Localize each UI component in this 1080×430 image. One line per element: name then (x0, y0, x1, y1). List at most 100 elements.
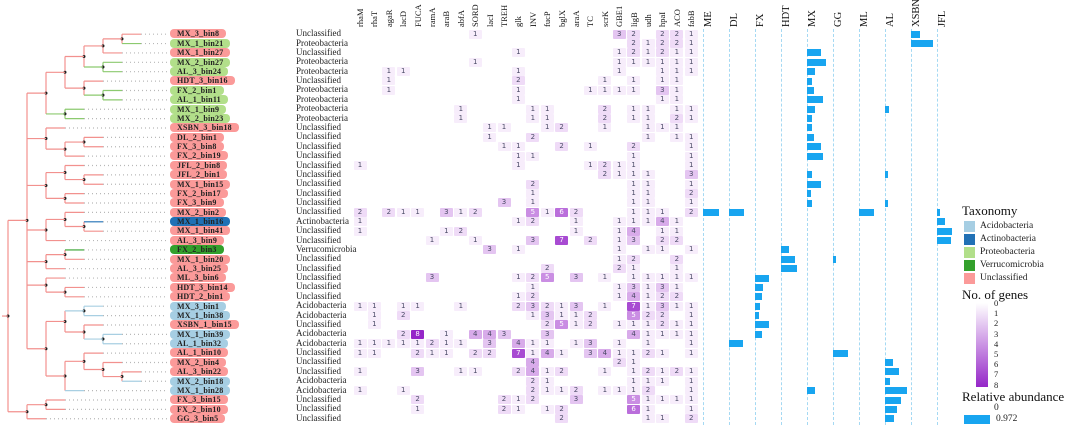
heatmap-cell: 1 (612, 282, 626, 292)
gene-column-header: fucP (542, 11, 553, 27)
bin-label: AL_3_bin24 (170, 67, 229, 76)
heatmap-cell: 2 (468, 348, 482, 358)
heatmap-cell: 1 (655, 57, 669, 67)
heatmap-cell: 1 (655, 348, 669, 358)
heatmap-cell: 2 (598, 160, 612, 170)
abundance-bar (807, 105, 816, 113)
gene-column-header: FUCA (412, 4, 423, 27)
bin-label: MX_1_bin39 (170, 329, 231, 339)
heatmap-cell: 2 (526, 386, 540, 396)
heatmap-cell: 5 (627, 395, 641, 405)
legend-genes-gradient (976, 303, 988, 387)
bin-label: MX_3_bin1 (170, 301, 227, 311)
heatmap-cell: 1 (684, 67, 698, 77)
heatmap-cell: 1 (641, 301, 655, 311)
heatmap-cell: 1 (684, 339, 698, 349)
bin-label: MX_1_bin15 (170, 179, 231, 189)
heatmap-cell: 1 (627, 376, 641, 386)
site-column-header: GG (833, 11, 844, 27)
taxonomy-swatch-label: Unclassified (980, 273, 1028, 283)
taxonomy-label: Unclassified (296, 253, 341, 264)
heatmap-cell: 1 (598, 76, 612, 86)
heatmap-cell: 2 (583, 320, 597, 330)
heatmap-cell: 1 (396, 67, 410, 77)
taxonomy-label: Unclassified (296, 347, 341, 358)
abundance-bar (781, 255, 795, 263)
abundance-bar (807, 199, 813, 207)
heatmap-cell: 1 (540, 114, 554, 123)
taxonomy-label: Acidobacteria (296, 337, 347, 348)
taxonomy-label: Proteobacteria (296, 37, 348, 48)
heatmap-cell: 2 (641, 386, 655, 396)
heatmap-cell: 2 (684, 207, 698, 217)
bin-label: HDT_3_bin14 (170, 282, 235, 292)
heatmap-cell: 1 (353, 386, 367, 396)
heatmap-cell: 1 (454, 301, 468, 311)
heatmap-cell: 1 (641, 376, 655, 386)
heatmap-cell: 7 (555, 235, 569, 245)
heatmap-cell: 5 (627, 310, 641, 320)
heatmap-cell: 3 (627, 282, 641, 292)
heatmap-cell: 1 (526, 189, 540, 199)
gene-column-header: TREH (499, 4, 509, 27)
heatmap-cell: 1 (627, 207, 641, 217)
heatmap-cell: 1 (655, 226, 669, 236)
heatmap-cell: 1 (526, 104, 540, 114)
heatmap-cell: 5 (555, 320, 569, 330)
site-baseline (911, 29, 912, 425)
heatmap-cell: 1 (684, 114, 698, 123)
heatmap-cell: 1 (555, 310, 569, 320)
genes-scale-tick: 1 (994, 308, 999, 319)
abundance-bar (781, 246, 790, 254)
heatmap-cell: 1 (612, 57, 626, 67)
heatmap-cell: 1 (526, 310, 540, 320)
taxonomy-label: Actinobacteria (296, 215, 349, 226)
heatmap-cell: 1 (540, 104, 554, 114)
heatmap-cell: 1 (411, 301, 425, 311)
heatmap-cell: 1 (526, 348, 540, 358)
heatmap-cell: 2 (627, 38, 641, 48)
heatmap-cell: 2 (526, 376, 540, 386)
gene-column-header: SORD (470, 4, 481, 27)
taxonomy-label: Unclassified (296, 197, 341, 208)
taxonomy-label: Acidobacteria (296, 375, 347, 386)
heatmap-cell: 4 (598, 348, 612, 358)
heatmap-cell: 1 (641, 404, 655, 414)
heatmap-cell: 1 (468, 29, 482, 39)
taxonomy-swatch-label: Proteobacteria (980, 247, 1035, 257)
heatmap-cell: 2 (511, 301, 525, 311)
heatmap-cell: 1 (612, 170, 626, 180)
abundance-bar (807, 171, 813, 179)
site-baseline (755, 29, 756, 425)
heatmap-cell: 1 (511, 67, 525, 77)
heatmap-cell: 1 (670, 301, 684, 311)
taxonomy-label: Unclassified (296, 356, 341, 367)
gene-column-header: glk (513, 16, 524, 27)
heatmap-cell: 1 (396, 207, 410, 217)
heatmap-cell: 4 (627, 226, 641, 236)
taxonomy-label: Unclassified (296, 318, 341, 329)
heatmap-cell: 1 (612, 226, 626, 236)
heatmap-cell: 1 (511, 151, 525, 161)
heatmap-cell: 1 (641, 329, 655, 339)
taxonomy-label: Unclassified (296, 365, 341, 376)
heatmap-cell: 1 (627, 76, 641, 86)
heatmap-cell: 4 (627, 292, 641, 302)
heatmap-cell: 2 (396, 310, 410, 320)
heatmap-cell: 1 (612, 160, 626, 170)
heatmap-cell: 1 (367, 320, 381, 330)
heatmap-cell: 1 (598, 386, 612, 396)
taxonomy-label: Unclassified (296, 225, 341, 236)
site-baseline (885, 29, 886, 425)
abundance-bar (885, 405, 898, 413)
heatmap-cell: 1 (655, 123, 669, 133)
heatmap-cell: 1 (641, 48, 655, 58)
site-column-header: JFL (937, 10, 948, 27)
gene-column-header: lacI (484, 14, 495, 27)
heatmap-cell: 1 (612, 67, 626, 77)
bin-label: MX_1_bin27 (170, 48, 231, 58)
heatmap-cell: 2 (526, 273, 540, 283)
heatmap-cell: 2 (684, 189, 698, 199)
abundance-bar (937, 227, 952, 235)
heatmap-cell: 3 (540, 310, 554, 320)
